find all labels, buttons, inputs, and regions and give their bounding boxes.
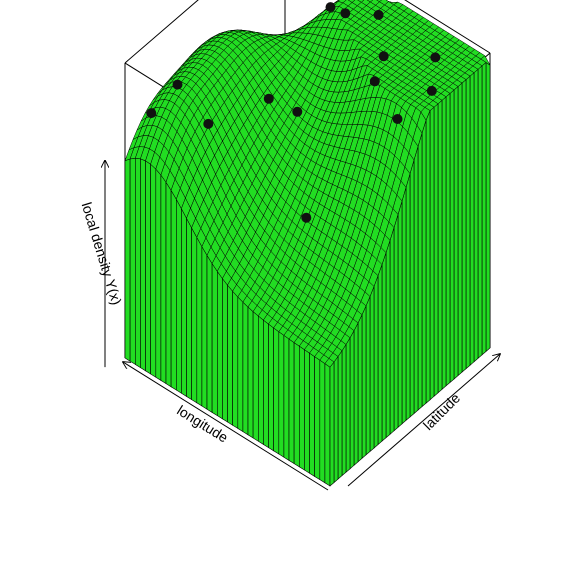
wall-cell (151, 164, 156, 377)
data-point (173, 80, 183, 90)
wall-cell (248, 307, 253, 438)
wall-cell (426, 111, 430, 404)
wall-cell (434, 104, 438, 397)
wall-cell (374, 276, 378, 448)
data-point (340, 8, 350, 18)
wall-cell (422, 120, 426, 406)
wall-cell (274, 328, 279, 454)
wall-cell (430, 107, 434, 400)
wall-cell (442, 97, 446, 390)
z-axis-label: local density Y(x) (79, 200, 125, 306)
wall-cell (438, 100, 442, 393)
wall-cell (466, 76, 470, 369)
wall-cell (320, 360, 325, 483)
wall-cell (450, 90, 454, 383)
data-point (370, 76, 380, 86)
wall-cell (342, 345, 346, 476)
wall-cell (346, 338, 350, 472)
wall-cell (330, 362, 334, 486)
wall-cell (197, 237, 202, 406)
wall-cell (474, 69, 478, 362)
wall-cell (414, 146, 418, 413)
wall-cell (482, 62, 486, 355)
wall-cell (378, 265, 382, 445)
wall-cell (284, 335, 289, 460)
wall-cell (338, 351, 342, 479)
wall-cell (458, 83, 462, 376)
wall-cell (334, 357, 338, 483)
wall-cell (166, 182, 171, 387)
wall-cell (181, 209, 186, 397)
wall-cell (171, 190, 176, 390)
wall-cell (263, 320, 268, 448)
wall-cell (362, 306, 366, 459)
wall-cell (406, 174, 410, 421)
wall-cell (402, 187, 406, 424)
wall-cell (233, 291, 238, 428)
wall-cell (156, 169, 161, 380)
data-point (264, 94, 274, 104)
wall-cell (390, 228, 394, 435)
data-point (292, 107, 302, 117)
wall-cell (212, 264, 217, 416)
data-point (427, 86, 437, 96)
wall-cell (358, 315, 362, 462)
wall-cell (207, 255, 212, 412)
wall-cell (146, 161, 151, 374)
wall-cell (454, 87, 458, 380)
wall-cell (315, 357, 320, 480)
wall-cell (478, 66, 482, 359)
data-point (393, 114, 403, 124)
wall-cell (370, 286, 374, 451)
wall-cell (140, 159, 145, 371)
wall-cell (125, 159, 130, 361)
wall-cell (238, 297, 243, 432)
wall-cell (446, 93, 450, 386)
wall-cell (386, 240, 390, 437)
wall-cell (187, 218, 192, 399)
wall-cell (304, 350, 309, 474)
wall-cell (176, 199, 181, 393)
wall-cell (294, 343, 299, 467)
wall-cell (228, 285, 233, 425)
data-point (146, 108, 156, 118)
wall-cell (161, 175, 166, 384)
wall-cell (382, 253, 386, 441)
wall-cell (279, 332, 284, 458)
wall-cell (289, 339, 294, 464)
wall-cell (130, 158, 135, 364)
wall-cell (410, 160, 414, 417)
wall-cell (192, 228, 197, 403)
wall-cell (366, 297, 370, 455)
wall-cell (202, 247, 207, 410)
wall-cell (325, 364, 330, 486)
wall-cell (222, 279, 227, 423)
wall-cell (269, 324, 274, 451)
wall-cell (350, 331, 354, 469)
wall-cell (418, 133, 422, 410)
wall-cell (310, 353, 315, 476)
wall-cell (253, 312, 258, 442)
data-point (203, 119, 213, 129)
wall-cell (354, 323, 358, 465)
wall-cell (470, 73, 474, 366)
wall-cell (462, 80, 466, 373)
wall-cell (135, 158, 140, 367)
wall-cell (217, 271, 222, 419)
data-point (374, 10, 384, 20)
wall-cell (398, 201, 402, 427)
wall-cell (299, 346, 304, 470)
wall-cell (486, 62, 490, 351)
wall-cell (243, 302, 248, 435)
data-point (301, 213, 311, 223)
wall-cell (394, 215, 398, 431)
data-point (326, 2, 336, 12)
data-point (379, 51, 389, 61)
data-point (430, 52, 440, 62)
wall-cell (258, 316, 263, 445)
